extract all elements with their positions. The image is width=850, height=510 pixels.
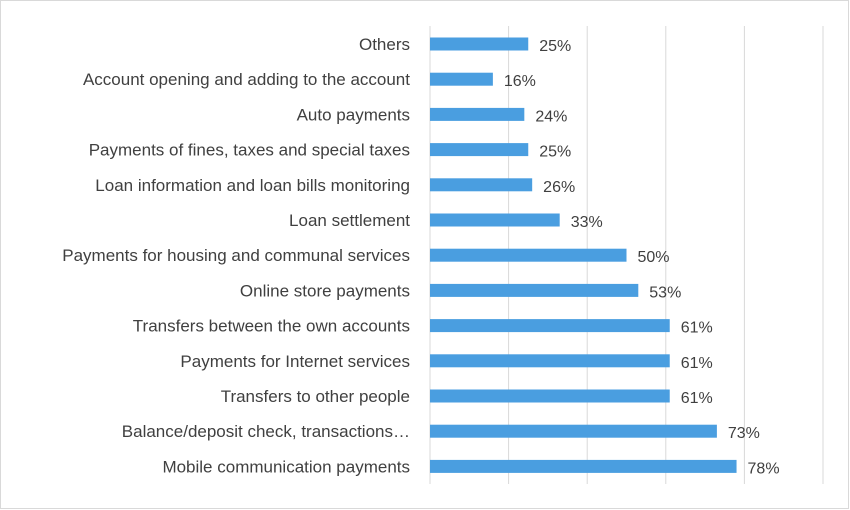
bar (430, 143, 529, 157)
bar (430, 37, 529, 51)
category-label: Auto payments (297, 105, 410, 124)
bar (430, 248, 627, 262)
data-label: 61% (681, 355, 713, 372)
category-label: Loan settlement (289, 211, 410, 230)
bar (430, 72, 493, 86)
bar (430, 107, 525, 121)
category-label: Payments for housing and communal servic… (62, 246, 410, 265)
bar (430, 178, 533, 192)
bar (430, 389, 670, 403)
bar (430, 319, 670, 333)
data-label: 24% (535, 108, 567, 125)
bar (430, 283, 639, 297)
category-label: Others (359, 35, 410, 54)
data-label: 16% (504, 73, 536, 90)
category-label: Payments of fines, taxes and special tax… (89, 141, 410, 160)
bar (430, 213, 560, 227)
bar (430, 459, 737, 473)
bar (430, 354, 670, 368)
data-label: 78% (748, 460, 780, 477)
bar (430, 424, 717, 438)
category-label: Account opening and adding to the accoun… (83, 70, 410, 89)
data-label: 53% (649, 284, 681, 301)
category-label: Transfers to other people (221, 387, 410, 406)
data-label: 25% (539, 38, 571, 55)
data-label: 26% (543, 179, 575, 196)
data-label: 61% (681, 320, 713, 337)
data-label: 50% (638, 249, 670, 266)
category-label: Balance/deposit check, transactions… (122, 422, 410, 441)
category-label: Payments for Internet services (180, 352, 410, 371)
data-label: 73% (728, 425, 760, 442)
data-label: 33% (571, 214, 603, 231)
category-label: Mobile communication payments (162, 457, 410, 476)
data-label: 61% (681, 390, 713, 407)
category-label: Loan information and loan bills monitori… (95, 176, 410, 195)
category-label: Transfers between the own accounts (133, 317, 410, 336)
category-label: Online store payments (240, 281, 410, 300)
data-label: 25% (539, 144, 571, 161)
